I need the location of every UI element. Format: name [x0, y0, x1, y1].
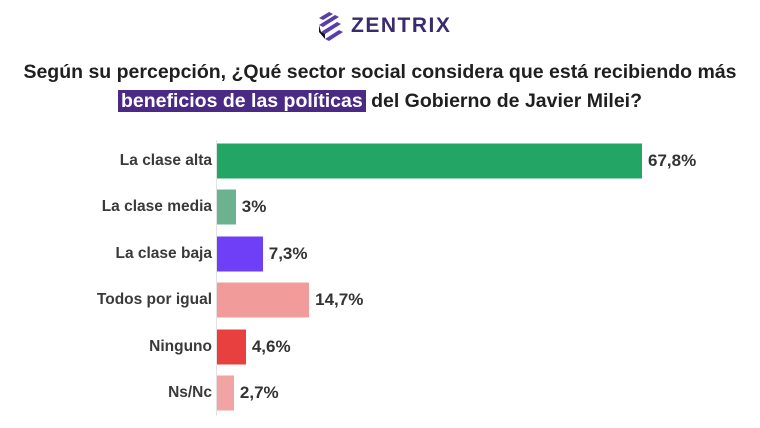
- bar: [217, 236, 263, 272]
- category-label: Ns/Nc: [168, 384, 212, 401]
- bar: [217, 189, 236, 225]
- value-label: 7,3%: [268, 243, 308, 263]
- value-label: 4,6%: [251, 336, 291, 356]
- logo-text: ZENTRIX: [351, 14, 452, 37]
- chart-title: Según su percepción, ¿Qué sector social …: [0, 58, 760, 116]
- title-rest: del Gobierno de Javier Milei?: [365, 90, 642, 112]
- category-label: La clase media: [101, 198, 212, 216]
- value-label: 2,7%: [239, 383, 279, 402]
- category-label: Todos por igual: [96, 291, 212, 309]
- category-label: Ninguno: [149, 337, 212, 355]
- bar: [217, 329, 246, 365]
- zentrix-logo-icon: [319, 12, 343, 41]
- title-line1: Según su percepción, ¿Qué sector social …: [23, 61, 737, 83]
- value-label: 67,8%: [648, 151, 697, 170]
- bar: [217, 282, 310, 318]
- category-label: La clase baja: [115, 244, 212, 262]
- bar: [217, 375, 234, 411]
- value-label: 14,7%: [315, 290, 364, 310]
- bar: [217, 143, 642, 179]
- value-label: 3%: [241, 197, 267, 217]
- y-axis-line: [216, 140, 217, 416]
- category-label: La clase alta: [119, 152, 212, 169]
- title-highlight: beneficios de las políticas: [118, 90, 366, 112]
- logo: ZENTRIX: [315, 10, 451, 42]
